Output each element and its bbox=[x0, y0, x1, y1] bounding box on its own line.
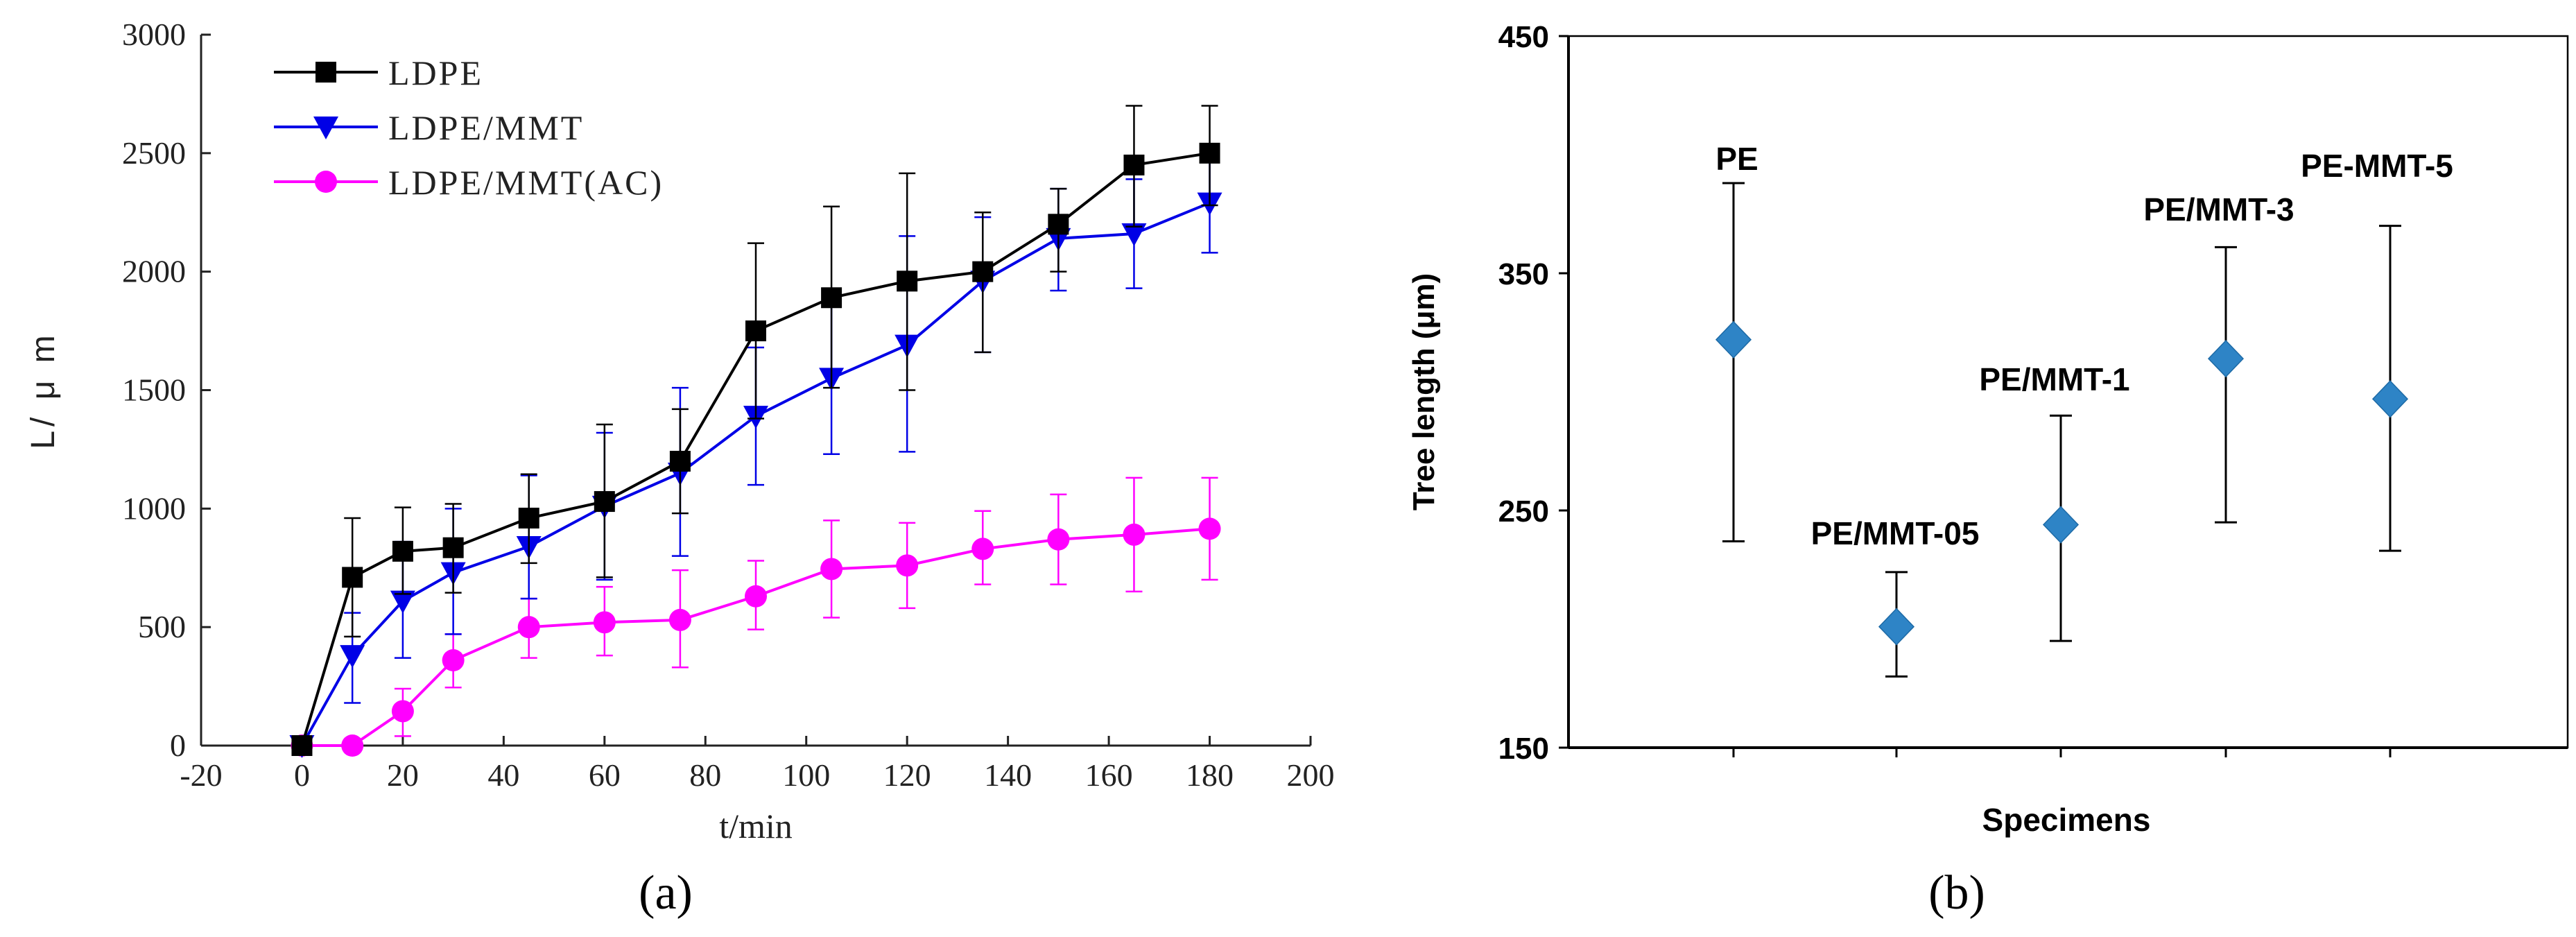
y-tick-label: 2500 bbox=[122, 135, 186, 171]
data-point bbox=[518, 508, 539, 528]
y-axis-label: Tree length (μm) bbox=[1407, 273, 1441, 510]
x-tick-label: 160 bbox=[1085, 757, 1133, 793]
data-point bbox=[972, 261, 994, 282]
category-label: PE bbox=[1715, 141, 1758, 177]
y-tick-label: 150 bbox=[1498, 732, 1549, 766]
series-line bbox=[302, 527, 1210, 747]
data-point bbox=[2042, 506, 2080, 544]
specimen-pe-mmt-05: PE/MMT-05 bbox=[1811, 515, 1980, 678]
category-label: PE/MMT-05 bbox=[1811, 515, 1980, 551]
series-ldpe bbox=[291, 105, 1220, 756]
x-tick-label: 140 bbox=[984, 757, 1032, 793]
data-point bbox=[391, 700, 414, 723]
x-tick-label: 100 bbox=[782, 757, 830, 793]
data-point bbox=[1715, 320, 1752, 359]
y-axis-label: L/ μ m bbox=[25, 331, 62, 449]
data-point bbox=[340, 645, 365, 669]
y-tick-label: 1500 bbox=[122, 372, 186, 408]
x-axis-label: t/min bbox=[719, 807, 793, 845]
data-point bbox=[669, 451, 691, 472]
specimen-pe-mmt-5: PE-MMT-5 bbox=[2301, 148, 2453, 552]
data-point bbox=[517, 616, 540, 639]
data-point bbox=[820, 558, 843, 581]
data-point bbox=[1123, 154, 1145, 175]
x-tick-label: -20 bbox=[180, 757, 222, 793]
data-point bbox=[2207, 340, 2245, 378]
x-tick-label: 0 bbox=[294, 757, 310, 793]
data-point bbox=[594, 491, 615, 513]
data-point bbox=[442, 649, 465, 671]
x-tick-label: 40 bbox=[487, 757, 519, 793]
category-label: PE-MMT-5 bbox=[2301, 148, 2453, 184]
y-tick-label: 0 bbox=[170, 728, 186, 763]
specimen-pe: PE bbox=[1715, 141, 1758, 542]
data-point bbox=[291, 735, 313, 756]
x-axis-label: Specimens bbox=[1982, 802, 2151, 838]
data-point bbox=[1048, 214, 1069, 235]
y-tick-label: 350 bbox=[1498, 257, 1549, 291]
panel-b-scatter-chart: 150 250 350 450 Tree length (μm) Specimens (b)… bbox=[1407, 20, 2569, 920]
y-tick-label: 250 bbox=[1498, 495, 1549, 528]
data-point bbox=[821, 287, 842, 309]
x-tick-label: 120 bbox=[883, 757, 931, 793]
data-point bbox=[971, 538, 994, 560]
legend: LDPE LDPE/MMT LDPE/MMT(AC) bbox=[274, 53, 664, 202]
panel-label-b: (b) bbox=[1928, 866, 1985, 920]
legend-label: LDPE/MMT(AC) bbox=[388, 163, 664, 202]
data-point bbox=[745, 320, 766, 342]
data-point bbox=[1199, 142, 1220, 164]
x-tick-label: 80 bbox=[689, 757, 721, 793]
data-point bbox=[1047, 528, 1070, 551]
data-point bbox=[390, 590, 415, 614]
data-point bbox=[342, 567, 363, 588]
specimen-pe-mmt-1: PE/MMT-1 bbox=[1979, 361, 2130, 642]
category-label: PE/MMT-3 bbox=[2143, 191, 2294, 227]
legend-marker bbox=[315, 171, 337, 193]
data-point bbox=[1198, 517, 1221, 540]
data-point bbox=[745, 585, 767, 608]
x-tick-label: 180 bbox=[1186, 757, 1234, 793]
series-ldpe-mmt-ac- bbox=[291, 476, 1221, 757]
specimen-pe-mmt-3: PE/MMT-3 bbox=[2143, 191, 2294, 524]
data-point bbox=[897, 270, 918, 292]
panel-label-a: (a) bbox=[639, 866, 693, 920]
x-tick-label: 200 bbox=[1287, 757, 1335, 793]
x-tick-label: 60 bbox=[589, 757, 621, 793]
data-point bbox=[668, 608, 691, 631]
x-tick-label: 20 bbox=[387, 757, 419, 793]
legend-label: LDPE bbox=[388, 53, 483, 92]
data-point bbox=[341, 734, 364, 757]
data-point bbox=[1121, 223, 1147, 246]
y-tick-label: 1000 bbox=[122, 490, 186, 526]
data-point bbox=[392, 540, 413, 562]
y-tick-label: 500 bbox=[138, 609, 186, 644]
data-point bbox=[1123, 523, 1146, 546]
legend-marker bbox=[315, 62, 336, 83]
y-tick-label: 450 bbox=[1498, 20, 1549, 54]
category-label: PE/MMT-1 bbox=[1979, 361, 2129, 397]
data-point bbox=[2371, 380, 2409, 418]
data-point bbox=[442, 537, 464, 558]
legend-label: LDPE/MMT bbox=[388, 108, 584, 147]
data-point bbox=[593, 611, 616, 634]
y-tick-label: 3000 bbox=[122, 17, 186, 52]
data-point bbox=[896, 554, 919, 577]
data-point bbox=[1878, 608, 1915, 646]
legend-marker bbox=[313, 117, 338, 139]
y-tick-label: 2000 bbox=[122, 254, 186, 289]
